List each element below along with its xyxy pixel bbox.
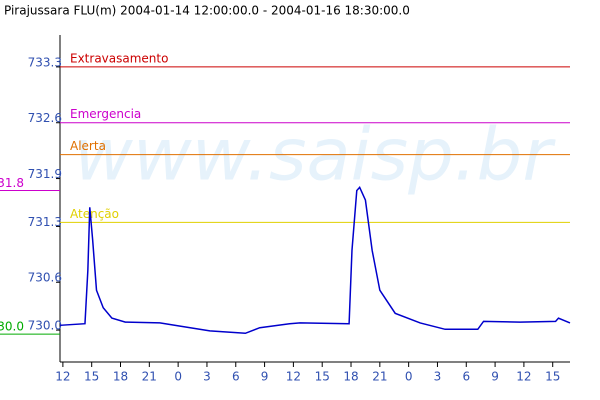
x-tick-label: 12 (55, 370, 70, 384)
chart-title: Pirajussara FLU(m) 2004-01-14 12:00:00.0… (4, 4, 410, 18)
x-tick-label: 15 (315, 370, 330, 384)
x-tick-label: 18 (113, 370, 128, 384)
x-tick-label: 21 (372, 370, 387, 384)
threshold-label: Extravasamento (70, 51, 168, 65)
threshold-label: Alerta (70, 139, 106, 153)
x-tick-label: 3 (434, 370, 442, 384)
x-tick-label: 9 (491, 370, 499, 384)
x-tick-label: 3 (203, 370, 211, 384)
side-marker-label: 31.8 (0, 176, 24, 190)
x-tick-label: 12 (286, 370, 301, 384)
threshold-label: Emergencia (70, 107, 141, 121)
x-tick-label: 18 (343, 370, 358, 384)
y-tick-label: 730.6 (28, 271, 62, 285)
y-tick-label: 731.3 (28, 215, 62, 229)
x-tick-label: 21 (142, 370, 157, 384)
series-line (59, 185, 571, 335)
x-tick-label: 6 (232, 370, 240, 384)
y-tick-label: 731.9 (28, 167, 62, 181)
x-tick-label: 9 (261, 370, 269, 384)
threshold-label: Atenção (70, 207, 119, 221)
x-tick-label: 6 (462, 370, 470, 384)
side-marker-label: 30.0 (0, 320, 24, 334)
x-tick-label: 15 (545, 370, 560, 384)
y-tick-label: 732.6 (28, 111, 62, 125)
y-tick-label: 733.3 (28, 55, 62, 69)
y-tick-label: 730.0 (28, 319, 62, 333)
x-tick-label: 15 (84, 370, 99, 384)
x-tick-label: 0 (405, 370, 413, 384)
x-tick-label: 0 (174, 370, 182, 384)
x-tick-label: 12 (516, 370, 531, 384)
